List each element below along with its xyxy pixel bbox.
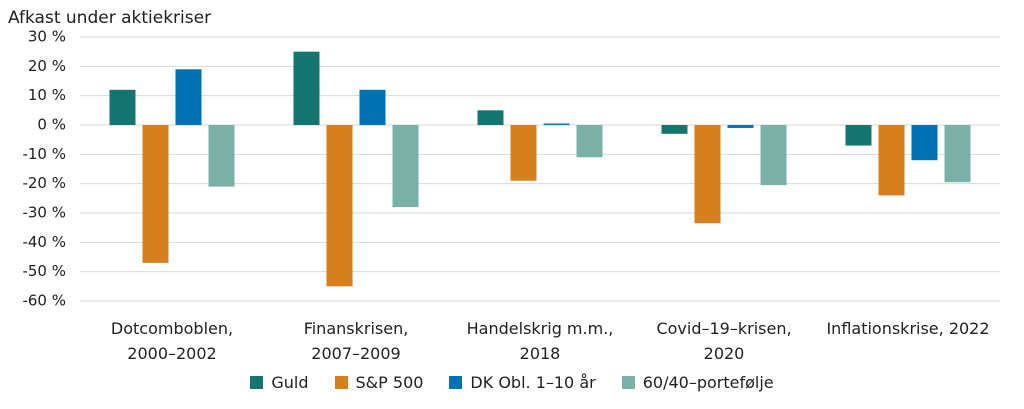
x-tick-label: Handelskrig m.m., 2018 [466,319,614,363]
bar [760,125,787,186]
bar [359,89,386,125]
bar [845,125,872,146]
y-tick-label: -60 % [22,292,66,310]
bar [477,110,504,125]
legend: Guld S&P 500 DK Obl. 1–10 år 60/40–porteføl… [0,373,1024,392]
legend-item: 60/40–portefølje [621,373,774,392]
x-tick-label: Dotcomboblen, 2000–2002 [110,319,234,363]
bar [142,125,169,263]
bar [727,125,754,128]
bar [175,69,202,125]
chart-title: Afkast under aktiekriser [8,8,211,28]
y-tick-label: -30 % [22,204,66,222]
bar [326,125,353,287]
legend-label: S&P 500 [355,373,424,392]
bar [543,123,570,125]
legend-swatch [449,376,463,389]
bar [661,125,688,134]
legend-swatch [334,376,348,389]
x-tick-label: Finanskrisen, 2007–2009 [303,319,409,363]
y-tick-label: -50 % [22,262,66,280]
bar [576,125,603,158]
legend-label: DK Obl. 1–10 år [470,373,596,392]
legend-swatch [621,376,635,389]
bar [293,51,320,125]
bar [694,125,721,224]
legend-swatch [250,376,264,389]
y-tick-label: 30 % [28,28,66,46]
x-tick-label: Inflationskrise, 2022 [826,319,990,338]
y-tick-label: 0 % [37,116,66,134]
y-tick-label: -40 % [22,233,66,251]
legend-item: S&P 500 [334,373,424,392]
bar [208,125,235,187]
legend-item: Guld [250,373,309,392]
y-tick-label: -10 % [22,145,66,163]
legend-label: 60/40–portefølje [642,373,774,392]
y-tick-label: 20 % [28,57,66,75]
x-tick-label: Covid–19–krisen, 2020 [656,319,792,363]
bar [944,125,971,183]
y-tick-label: -20 % [22,174,66,192]
bar [392,125,419,208]
bar [510,125,537,181]
legend-label: Guld [271,373,309,392]
bar [109,89,136,125]
y-tick-label: 10 % [28,86,66,104]
legend-item: DK Obl. 1–10 år [449,373,596,392]
bar [878,125,905,196]
bar [911,125,938,161]
